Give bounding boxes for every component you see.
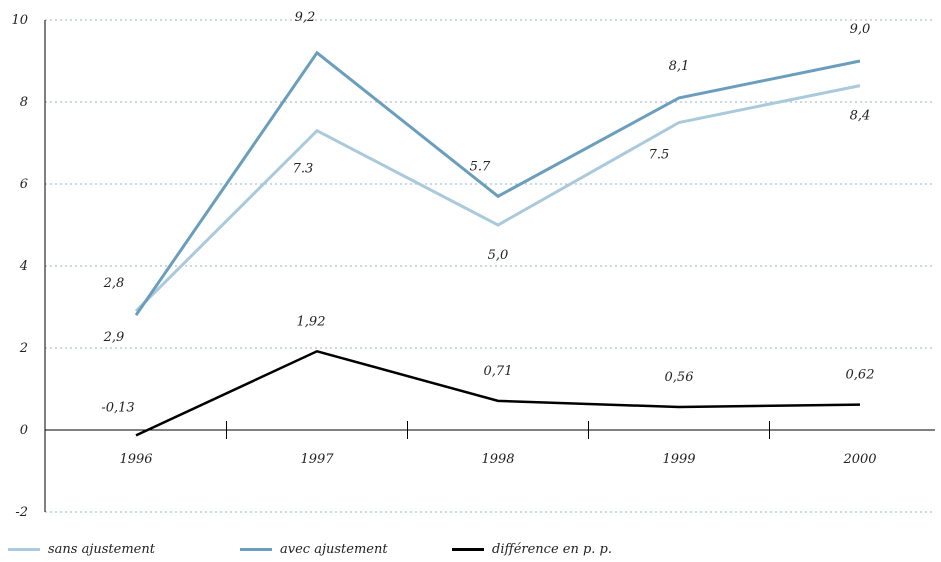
x-tick-label: 2000 <box>842 452 876 467</box>
y-tick-label: -2 <box>15 505 28 520</box>
legend-swatch-avec-ajustement <box>240 548 272 551</box>
data-label: 2,9 <box>103 330 125 345</box>
legend: sans ajustement avec ajustement différen… <box>0 542 941 562</box>
legend-item-avec-ajustement: avec ajustement <box>240 542 388 557</box>
legend-label: différence en p. p. <box>492 542 613 557</box>
data-label: 8,1 <box>669 59 690 74</box>
data-label: 5.7 <box>470 159 491 174</box>
y-axis-ticks: 10 8 6 4 2 0 -2 <box>11 13 28 520</box>
data-label: 7.5 <box>649 148 670 163</box>
data-label: 5,0 <box>488 248 509 263</box>
y-tick-label: 0 <box>20 423 28 438</box>
y-tick-label: 2 <box>19 341 28 356</box>
x-tick-label: 1999 <box>662 452 695 467</box>
gridlines <box>45 19 935 513</box>
series-line-2 <box>135 349 861 437</box>
x-axis-ticks: 1996 1997 1998 1999 2000 <box>119 421 877 467</box>
data-label: 8,4 <box>850 109 871 124</box>
legend-swatch-difference <box>452 548 484 551</box>
legend-item-difference: différence en p. p. <box>452 542 612 557</box>
data-label: 0,56 <box>665 370 694 385</box>
x-tick-label: 1998 <box>481 452 514 467</box>
line-chart: 10 8 6 4 2 0 -2 1996 1997 1998 1999 2000 2,9 7.3 5,0… <box>11 10 935 520</box>
data-label: 2,8 <box>103 276 125 291</box>
y-tick-label: 4 <box>19 259 28 274</box>
data-label: 0,71 <box>484 364 513 379</box>
y-tick-label: 8 <box>20 95 28 110</box>
y-tick-label: 6 <box>20 177 28 192</box>
data-label: -0,13 <box>101 400 134 415</box>
series-line-1 <box>134 50 861 317</box>
data-label: 7.3 <box>293 162 314 177</box>
data-label: 0,62 <box>846 368 875 383</box>
legend-item-sans-ajustement: sans ajustement <box>8 542 155 557</box>
x-tick-label: 1997 <box>300 452 334 467</box>
legend-label: sans ajustement <box>48 542 155 557</box>
legend-label: avec ajustement <box>280 542 388 557</box>
data-label: 9,2 <box>295 10 316 25</box>
series-lines <box>134 50 861 437</box>
data-label: 9,0 <box>850 22 871 37</box>
y-tick-label: 10 <box>11 13 28 28</box>
data-labels: 2,9 7.3 5,0 7.5 8,4 2,8 9,2 5.7 8,1 9,0 -0,13 1,92 0… <box>101 10 874 416</box>
legend-swatch-sans-ajustement <box>8 548 40 551</box>
data-label: 1,92 <box>297 314 326 329</box>
series-line-0 <box>134 84 861 313</box>
x-tick-label: 1996 <box>119 452 152 467</box>
